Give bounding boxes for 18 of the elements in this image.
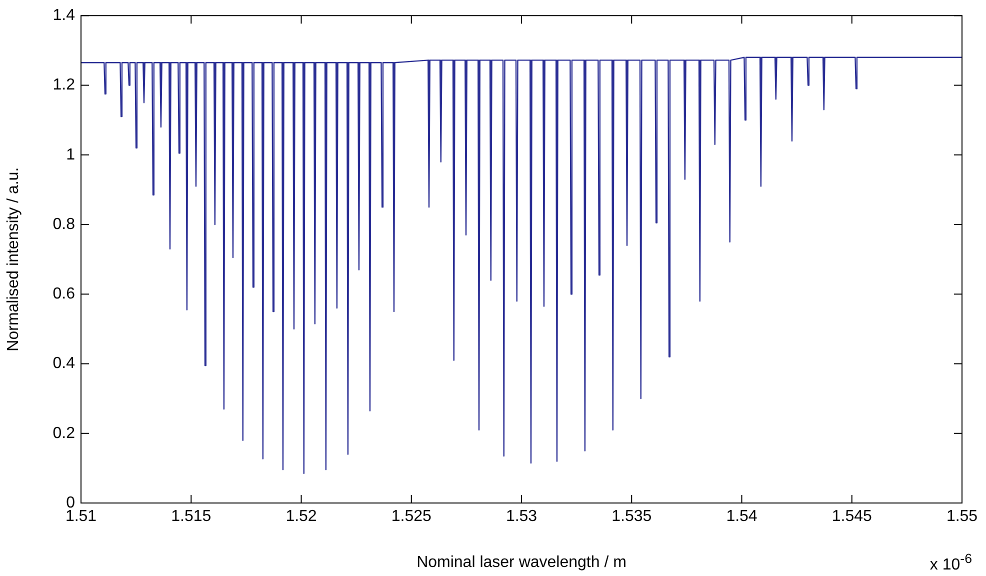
y-tick-label: 1 <box>66 146 76 164</box>
y-axis-title: Normalised intensity / a.u. <box>5 167 22 352</box>
y-tick-label: 0.6 <box>52 286 76 303</box>
text: x 10$^{-6}$ <box>930 550 972 574</box>
x-tick-label: 1.515 <box>171 508 212 526</box>
x-axis-title: Nominal laser wavelength / m <box>416 554 626 571</box>
y-tick-label: 0.2 <box>52 424 76 442</box>
y-tick-label: 0.8 <box>52 216 76 233</box>
y-tick-label: 1.4 <box>52 7 76 24</box>
x-tick-label: 1.53 <box>506 508 538 526</box>
x-tick-label: 1.54 <box>726 508 758 526</box>
y-tick-label: 0.4 <box>52 355 76 372</box>
x-tick-label: 1.52 <box>286 508 317 526</box>
x-tick-label: 1.525 <box>391 508 432 526</box>
x-tick-label: 1.55 <box>946 508 978 526</box>
y-tick-label: 1.2 <box>52 76 76 94</box>
x-tick-label: 1.545 <box>832 508 872 526</box>
x-tick-label: 1.535 <box>612 508 652 526</box>
